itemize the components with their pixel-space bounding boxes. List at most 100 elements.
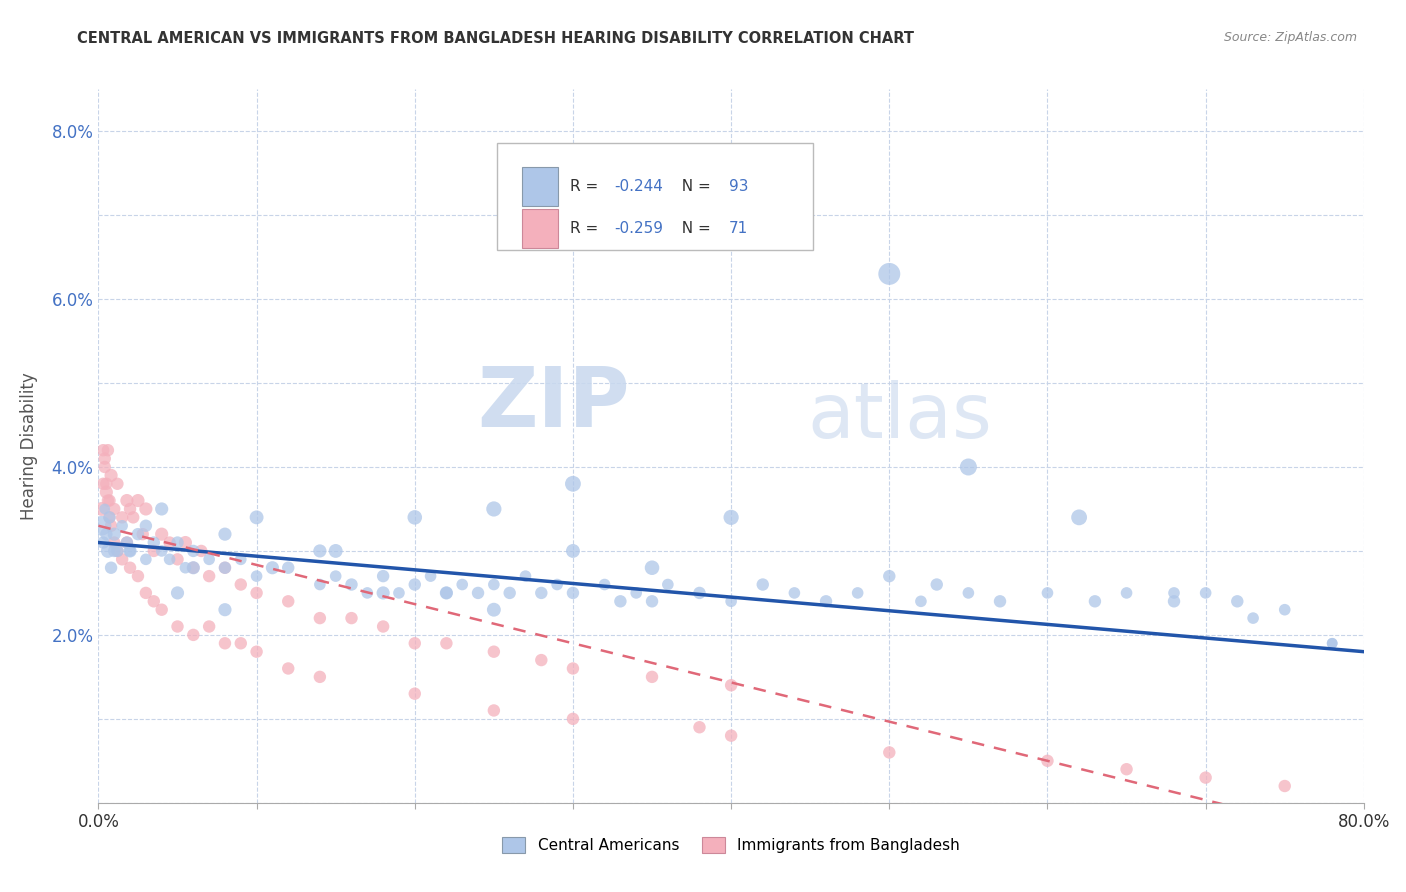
Point [135, 552, 157, 566]
Point [174, 560, 197, 574]
Point [97, 544, 120, 558]
Point [115, 493, 138, 508]
Point [561, 544, 585, 558]
Point [688, 586, 710, 600]
Point [183, 560, 205, 574]
Point [229, 577, 252, 591]
Point [142, 544, 165, 558]
Point [198, 569, 221, 583]
Point [93, 460, 117, 475]
Point [100, 518, 122, 533]
Point [103, 502, 125, 516]
Point [98, 510, 121, 524]
Point [1067, 510, 1090, 524]
Point [229, 552, 252, 566]
Point [150, 544, 173, 558]
Point [246, 569, 269, 583]
Point [530, 586, 553, 600]
Point [371, 569, 394, 583]
Point [561, 476, 585, 491]
Point [91, 476, 114, 491]
FancyBboxPatch shape [523, 209, 558, 248]
Point [371, 619, 394, 633]
Point [277, 594, 299, 608]
Point [657, 577, 679, 591]
Text: CENTRAL AMERICAN VS IMMIGRANTS FROM BANGLADESH HEARING DISABILITY CORRELATION CH: CENTRAL AMERICAN VS IMMIGRANTS FROM BANG… [77, 31, 914, 46]
Point [419, 569, 441, 583]
Point [277, 661, 299, 675]
Point [166, 586, 188, 600]
Point [120, 502, 141, 516]
Point [127, 569, 149, 583]
Legend: Central Americans, Immigrants from Bangladesh: Central Americans, Immigrants from Bangl… [496, 831, 966, 859]
Point [404, 687, 426, 701]
Point [957, 460, 980, 475]
Point [404, 636, 426, 650]
Point [93, 451, 117, 466]
Point [150, 527, 173, 541]
Point [1163, 586, 1185, 600]
Point [1322, 636, 1344, 650]
Point [436, 586, 458, 600]
Point [90, 502, 112, 516]
Point [877, 569, 900, 583]
Point [325, 544, 347, 558]
Point [107, 476, 129, 491]
Point [309, 670, 332, 684]
Point [166, 535, 188, 549]
Point [688, 720, 710, 734]
Point [100, 560, 122, 574]
Point [325, 569, 347, 583]
Point [262, 560, 284, 574]
Point [910, 594, 932, 608]
Point [135, 586, 157, 600]
Point [190, 544, 212, 558]
Point [340, 577, 363, 591]
Text: atlas: atlas [807, 381, 991, 454]
Point [246, 510, 269, 524]
Point [166, 552, 188, 566]
Point [561, 661, 585, 675]
Point [159, 552, 181, 566]
Point [1322, 636, 1344, 650]
Point [1036, 586, 1059, 600]
Point [98, 510, 121, 524]
Point [91, 535, 114, 549]
Point [103, 535, 125, 549]
Point [1241, 611, 1264, 625]
Point [1274, 779, 1296, 793]
Point [1274, 603, 1296, 617]
Point [107, 544, 129, 558]
Point [309, 577, 332, 591]
Point [183, 544, 205, 558]
Point [214, 560, 236, 574]
Point [720, 729, 742, 743]
Point [246, 645, 269, 659]
Point [107, 544, 129, 558]
Text: 71: 71 [728, 220, 748, 235]
Point [150, 603, 173, 617]
Point [925, 577, 948, 591]
Point [198, 552, 221, 566]
Point [122, 510, 145, 524]
Text: R =: R = [571, 220, 603, 235]
Point [720, 510, 742, 524]
Point [309, 544, 332, 558]
Point [451, 577, 474, 591]
Point [100, 468, 122, 483]
Point [174, 535, 197, 549]
Point [183, 560, 205, 574]
Point [103, 527, 125, 541]
Point [97, 493, 120, 508]
Point [641, 560, 664, 574]
Point [1084, 594, 1107, 608]
Point [159, 535, 181, 549]
Point [277, 560, 299, 574]
Point [91, 443, 114, 458]
Point [720, 594, 742, 608]
Point [546, 577, 568, 591]
Point [150, 502, 173, 516]
Point [183, 628, 205, 642]
Point [1194, 586, 1216, 600]
Text: 93: 93 [728, 178, 748, 194]
